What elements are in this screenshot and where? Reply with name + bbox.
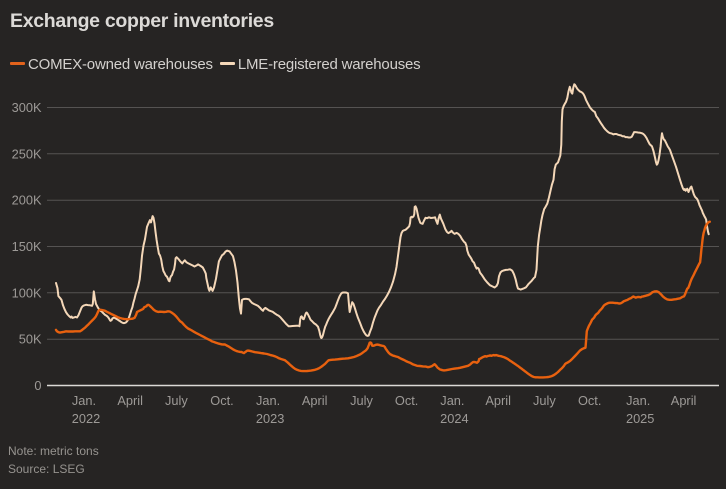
svg-text:Jan.: Jan. (440, 393, 464, 408)
svg-text:Oct.: Oct. (210, 393, 233, 408)
svg-text:100K: 100K (12, 285, 42, 300)
svg-text:April: April (671, 393, 697, 408)
svg-text:April: April (117, 393, 143, 408)
svg-text:2025: 2025 (626, 411, 654, 426)
svg-text:2024: 2024 (440, 411, 468, 426)
svg-text:April: April (302, 393, 328, 408)
svg-text:April: April (485, 393, 511, 408)
svg-text:Oct.: Oct. (578, 393, 601, 408)
svg-text:2022: 2022 (72, 411, 100, 426)
svg-text:July: July (350, 393, 373, 408)
svg-text:July: July (165, 393, 188, 408)
svg-text:Jan.: Jan. (72, 393, 96, 408)
svg-text:250K: 250K (12, 146, 42, 161)
svg-text:2023: 2023 (256, 411, 284, 426)
svg-text:200K: 200K (12, 193, 42, 208)
svg-text:50K: 50K (19, 332, 42, 347)
svg-text:Jan.: Jan. (626, 393, 650, 408)
svg-text:Oct.: Oct. (395, 393, 418, 408)
svg-text:Jan.: Jan. (256, 393, 280, 408)
svg-text:300K: 300K (12, 100, 42, 115)
svg-text:0: 0 (34, 378, 41, 393)
svg-text:150K: 150K (12, 239, 42, 254)
svg-text:July: July (533, 393, 556, 408)
